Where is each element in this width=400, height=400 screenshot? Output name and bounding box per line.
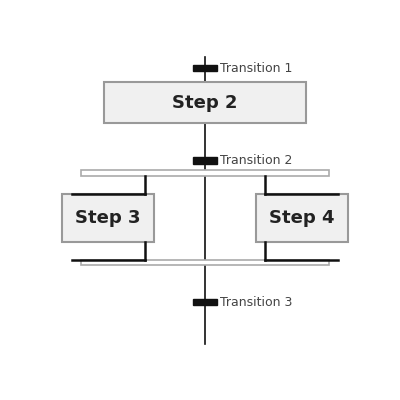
- Text: Transition 3: Transition 3: [220, 296, 293, 309]
- Bar: [193, 299, 217, 306]
- Bar: [81, 170, 329, 176]
- Bar: [104, 82, 306, 124]
- Bar: [193, 157, 217, 164]
- Text: Transition 1: Transition 1: [220, 62, 293, 74]
- Bar: [256, 194, 348, 242]
- Text: Transition 2: Transition 2: [220, 154, 293, 167]
- Bar: [62, 194, 154, 242]
- Text: Step 3: Step 3: [75, 209, 141, 227]
- Bar: [81, 260, 329, 265]
- Text: Step 2: Step 2: [172, 94, 238, 112]
- Text: Step 4: Step 4: [269, 209, 335, 227]
- Bar: [193, 65, 217, 72]
